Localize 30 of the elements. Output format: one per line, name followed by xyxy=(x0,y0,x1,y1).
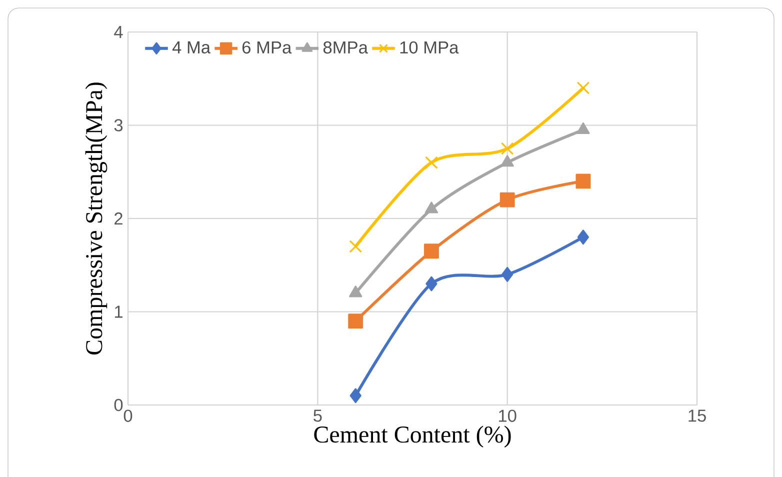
x-tick-label: 0 xyxy=(124,410,132,422)
point xyxy=(426,276,438,292)
y-tick-label: 0 xyxy=(114,398,123,412)
point xyxy=(576,81,590,94)
y-tick-label: 1 xyxy=(114,306,122,318)
point xyxy=(348,314,364,329)
x-axis-title: Cement Content (%) xyxy=(314,426,511,448)
legend-label: 8MPa xyxy=(323,41,368,54)
point xyxy=(576,174,591,189)
point xyxy=(350,388,362,404)
legend-label: 4 Ma xyxy=(172,41,211,54)
point xyxy=(425,156,438,169)
point xyxy=(502,266,514,282)
x-tick-label: 10 xyxy=(499,410,516,422)
y-tick-label: 2 xyxy=(114,212,122,225)
point xyxy=(424,244,439,259)
point xyxy=(500,142,514,156)
x-tick-label: 15 xyxy=(688,410,706,422)
point xyxy=(349,240,362,253)
point xyxy=(500,155,514,167)
legend-label: 10 MPa xyxy=(400,41,459,54)
y-tick-label: 3 xyxy=(114,119,123,132)
point xyxy=(576,122,590,134)
point xyxy=(577,230,589,245)
y-axis-title: Compressive Strength(MPa) xyxy=(85,82,108,354)
legend-label: 6 MPa xyxy=(242,41,292,54)
point xyxy=(424,202,438,214)
point xyxy=(500,192,515,208)
x-tick-label: 5 xyxy=(314,410,322,422)
y-tick-label: 4 xyxy=(114,26,123,38)
